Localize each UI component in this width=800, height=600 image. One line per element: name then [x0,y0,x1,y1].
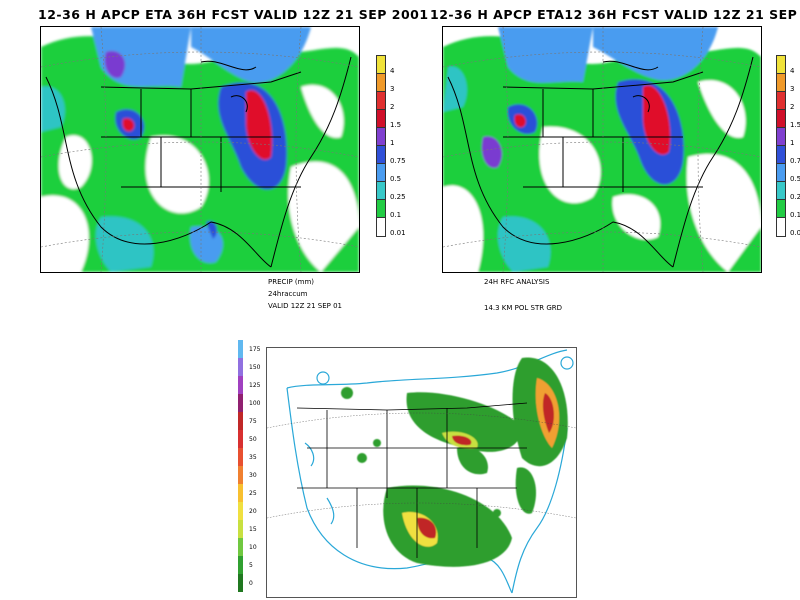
colorbar-label: 0.5 [790,175,800,183]
analysis-colorbar-label: 75 [249,418,257,425]
analysis-colorbar-swatch [238,430,243,448]
colorbar-label: 2 [390,103,395,111]
analysis-colorbar-swatch [238,340,243,358]
colorbar-label: 0.1 [790,211,800,219]
colorbar-label: 3 [390,85,395,93]
left-panel-title: 12-36 H APCP ETA 36H FCST VALID 12Z 21 S… [38,7,429,22]
analysis-colorbar-swatch [238,466,243,484]
colorbar-label: 2 [790,103,795,111]
analysis-colorbar-label: 30 [249,472,257,479]
analysis-colorbar-swatch [238,484,243,502]
colorbar-label: 0.75 [390,157,406,165]
left-caption: PRECIP (mm) 24hraccum VALID 12Z 21 SEP 0… [268,276,342,312]
colorbar-swatch [376,217,386,237]
analysis-colorbar-swatch [238,520,243,538]
caption-line: VALID 12Z 21 SEP 01 [268,302,342,310]
colorbar-swatch [776,55,786,74]
analysis-colorbar-label: 175 [249,346,261,353]
colorbar-swatch [776,145,786,164]
colorbar-label: 1 [390,139,395,147]
colorbar-label: 0.01 [390,229,406,237]
colorbar-swatch [776,181,786,200]
colorbar-swatch [776,217,786,237]
colorbar-swatch [376,91,386,110]
analysis-colorbar: 175 150 125 100 75 50 35 30 25 20 15 10 5 0 [238,340,266,592]
analysis-colorbar-swatch [238,538,243,556]
analysis-colorbar-label: 10 [249,544,257,551]
analysis-colorbar-swatch [238,358,243,376]
colorbar-swatch [376,145,386,164]
analysis-colorbar-label: 0 [249,580,253,587]
colorbar-swatch [376,55,386,74]
colorbar-label: 3 [790,85,795,93]
colorbar-swatch [776,127,786,146]
analysis-colorbar-label: 25 [249,490,257,497]
colorbar-label: 1.5 [790,121,800,129]
left-forecast-colorbar: 4 3 2 1.5 1 0.75 0.5 0.25 0.1 0.01 [376,55,406,237]
analysis-colorbar-swatch [238,502,243,520]
colorbar-label: 1 [790,139,795,147]
analysis-colorbar-label: 5 [249,562,253,569]
rfc-analysis-map [266,347,577,598]
analysis-colorbar-label: 125 [249,382,261,389]
right-caption: 24H RFC ANALYSIS 14.3 KM POL STR GRD [484,276,562,314]
colorbar-swatch [776,163,786,182]
analysis-colorbar-swatch [238,412,243,430]
analysis-colorbar-swatch [238,448,243,466]
right-forecast-colorbar: 4 3 2 1.5 1 0.75 0.5 0.25 0.1 0.01 [776,55,800,237]
colorbar-label: 4 [790,67,795,75]
colorbar-label: 0.01 [790,229,800,237]
analysis-colorbar-swatch [238,574,243,592]
analysis-colorbar-swatch [238,394,243,412]
colorbar-label: 0.25 [390,193,406,201]
colorbar-swatch [776,199,786,218]
colorbar-swatch [376,199,386,218]
analysis-colorbar-label: 35 [249,454,257,461]
colorbar-swatch [376,127,386,146]
colorbar-swatch [376,109,386,128]
caption-line: PRECIP (mm) [268,278,315,286]
analysis-colorbar-label: 50 [249,436,257,443]
eta-forecast-map [40,26,360,273]
colorbar-label: 0.1 [390,211,402,219]
analysis-colorbar-label: 15 [249,526,257,533]
colorbar-label: 1.5 [390,121,402,129]
analysis-colorbar-label: 20 [249,508,257,515]
colorbar-swatch [776,109,786,128]
eta12-forecast-map [442,26,762,273]
analysis-colorbar-swatch [238,556,243,574]
colorbar-label: 0.25 [790,193,800,201]
colorbar-swatch [376,181,386,200]
analysis-colorbar-swatch [238,376,243,394]
colorbar-label: 0.75 [790,157,800,165]
caption-line: 24H RFC ANALYSIS [484,278,550,286]
analysis-colorbar-label: 100 [249,400,261,407]
colorbar-swatch [376,73,386,92]
colorbar-swatch [776,91,786,110]
colorbar-swatch [376,163,386,182]
caption-line: 14.3 KM POL STR GRD [484,304,563,312]
colorbar-label: 0.5 [390,175,402,183]
caption-line: 24hraccum [268,290,308,298]
analysis-colorbar-label: 150 [249,364,261,371]
colorbar-swatch [776,73,786,92]
right-panel-title: 12-36 H APCP ETA12 36H FCST VALID 12Z 21… [430,7,800,22]
colorbar-label: 4 [390,67,395,75]
